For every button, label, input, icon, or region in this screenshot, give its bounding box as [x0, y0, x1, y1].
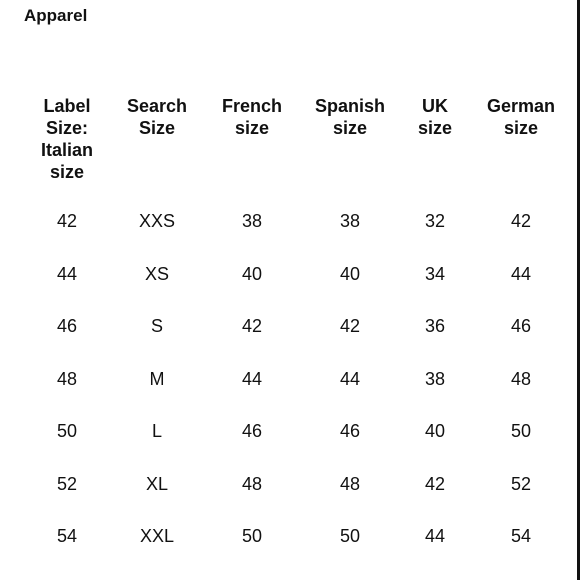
table-cell: 46	[339, 421, 361, 441]
table-cell: 52	[56, 473, 78, 494]
table-cell: 44	[424, 526, 446, 546]
table-cell: 40	[241, 263, 263, 284]
column-header: Spanish size	[314, 96, 386, 138]
table-cell: 46	[510, 316, 532, 336]
table-cell: 44	[241, 368, 263, 389]
table-cell: 38	[339, 211, 361, 231]
table-cell: 42	[424, 473, 446, 494]
table-cell: 52	[510, 473, 532, 494]
table-cell: 48	[339, 473, 361, 494]
table-cell: 42	[241, 316, 263, 336]
table-cell: 46	[56, 316, 78, 336]
table-cell: 50	[339, 526, 361, 546]
column-header: Label Size: Italian size	[40, 96, 94, 182]
column-header: German size	[486, 96, 556, 138]
table-cell: 48	[56, 368, 78, 389]
column-header: French size	[221, 96, 283, 138]
column-header: UK size	[417, 96, 453, 138]
table-cell: 42	[339, 316, 361, 336]
table-cell: 50	[56, 421, 78, 441]
table-cell: 44	[339, 368, 361, 389]
table-cell: 40	[424, 421, 446, 441]
table-cell: M	[149, 368, 165, 389]
table-cell: 42	[56, 211, 78, 231]
table-cell: XL	[145, 473, 169, 494]
table-cell: 44	[510, 263, 532, 284]
table-cell: 42	[510, 211, 532, 231]
table-cell: 38	[241, 211, 263, 231]
right-border	[577, 0, 580, 580]
page-title: Apparel	[24, 6, 88, 25]
table-cell: 40	[339, 263, 361, 284]
table-cell: 54	[56, 526, 78, 546]
table-cell: 38	[424, 368, 446, 389]
table-cell: XS	[144, 263, 170, 284]
column-header: Search Size	[126, 96, 188, 138]
table-cell: L	[151, 421, 163, 441]
table-cell: 36	[424, 316, 446, 336]
table-cell: 32	[424, 211, 446, 231]
table-cell: 50	[241, 526, 263, 546]
table-cell: 48	[241, 473, 263, 494]
table-cell: 44	[56, 263, 78, 284]
table-cell: XXL	[139, 526, 175, 546]
table-cell: 50	[510, 421, 532, 441]
table-cell: XXS	[138, 211, 176, 231]
table-cell: 54	[510, 526, 532, 546]
table-cell: 46	[241, 421, 263, 441]
table-cell: S	[150, 316, 164, 336]
table-cell: 34	[424, 263, 446, 284]
table-cell: 48	[510, 368, 532, 389]
